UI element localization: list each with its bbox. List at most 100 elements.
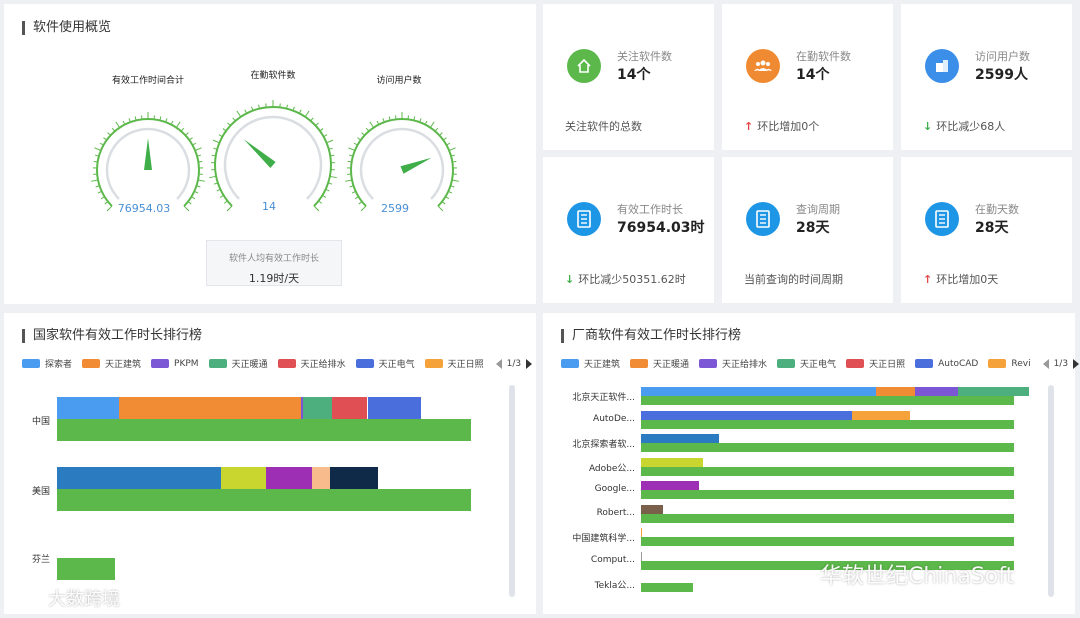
legend-swatch <box>424 359 443 368</box>
gauge-tick <box>197 179 205 182</box>
prev-page-icon[interactable] <box>495 358 502 369</box>
legend-label: 天正电气 <box>378 360 415 370</box>
overview-panel: 软件使用概览 有效工作时间合计 在勤软件数 访问用户数 76954.03 14 … <box>4 4 536 304</box>
prev-page-icon[interactable] <box>1042 358 1049 369</box>
vendor-total-bar[interactable] <box>641 419 1014 429</box>
gauge-tick <box>313 205 320 212</box>
vendor-total-bar[interactable] <box>641 490 1014 499</box>
legend-item[interactable]: 天正给排水 <box>699 357 767 370</box>
vendor-total-bar[interactable] <box>641 513 1014 523</box>
stat-card: 访问用户数 2599人 ↓ 环比减少68人 <box>901 4 1072 150</box>
gauge-tick <box>134 116 137 121</box>
vendor-label: Adobe公... <box>588 463 635 474</box>
gauge-tick <box>328 182 333 185</box>
country-bar-segment[interactable] <box>332 397 368 419</box>
vendor-bar-segment[interactable] <box>958 387 1029 396</box>
gauge-tick <box>196 185 201 188</box>
country-ranking-title: 国家软件有效工作时长排行榜 <box>22 329 202 343</box>
vendor-total-bar[interactable] <box>641 466 1014 476</box>
stat-card-label: 访问用户数 <box>975 50 1030 63</box>
legend-label: PKPM <box>174 358 199 369</box>
country-bar-segment[interactable] <box>367 397 422 419</box>
country-bar-segment[interactable] <box>301 397 304 419</box>
country-bar-segment[interactable] <box>266 467 312 489</box>
legend-swatch <box>988 359 1007 368</box>
document-icon <box>567 202 601 236</box>
country-total-bar[interactable] <box>57 558 115 580</box>
country-bar-segment[interactable] <box>57 397 120 419</box>
next-page-icon[interactable] <box>526 358 533 369</box>
gauge-tick <box>159 116 162 121</box>
gauge-tick <box>451 179 459 182</box>
country-scrollbar[interactable] <box>509 385 515 597</box>
vendor-scrollbar[interactable] <box>1048 385 1054 597</box>
gauge-tick <box>329 175 337 179</box>
legend-item[interactable]: 探索者 <box>22 357 72 370</box>
vendor-bar-segment[interactable] <box>641 387 876 396</box>
gauge-needle <box>243 139 276 169</box>
users-icon <box>746 49 780 83</box>
legend-item[interactable]: 天正给排水 <box>277 357 346 370</box>
legend-label: 天正电气 <box>800 360 837 370</box>
gauge-tick <box>107 132 111 136</box>
vendor-total-bar[interactable] <box>641 443 1014 452</box>
country-bar-segment[interactable] <box>330 467 378 489</box>
stat-card: 关注软件数 14个 关注软件的总数 <box>543 4 714 150</box>
vendor-total-bar[interactable] <box>641 560 1014 570</box>
vendor-bar-segment[interactable] <box>915 387 959 396</box>
legend-item[interactable]: 天正建筑 <box>82 357 141 370</box>
gauge-arc <box>350 118 454 207</box>
country-bar-segment[interactable] <box>311 467 331 489</box>
legend-swatch <box>846 359 865 368</box>
legend-item[interactable]: 天正暖通 <box>630 357 689 370</box>
vendor-bar-segment[interactable] <box>641 434 720 443</box>
next-page-icon[interactable] <box>1073 358 1080 369</box>
country-bar-segment[interactable] <box>303 397 333 419</box>
building-icon <box>925 49 959 83</box>
country-bar-segment[interactable] <box>57 467 221 489</box>
country-total-bar[interactable] <box>57 489 471 511</box>
gauge-tick <box>419 118 422 123</box>
legend-label: 天正给排水 <box>722 360 768 370</box>
vendor-bar-segment[interactable] <box>641 528 643 537</box>
gauge-tick <box>128 118 131 123</box>
vendor-bar-segment[interactable] <box>641 410 852 420</box>
legend-item[interactable]: 天正日照 <box>846 357 905 370</box>
legend-item[interactable]: 天正日照 <box>424 357 484 370</box>
country-total-bar[interactable] <box>57 419 471 441</box>
gauge-tick <box>452 160 457 163</box>
vendor-bar-segment[interactable] <box>641 551 643 561</box>
vendor-bar-segment[interactable] <box>641 481 699 490</box>
legend-swatch <box>151 359 170 368</box>
legend-item[interactable]: AutoCAD <box>915 359 978 369</box>
stat-card-value: 28天 <box>975 220 1009 236</box>
legend-item[interactable]: Revi <box>988 359 1031 369</box>
vendor-total-bar[interactable] <box>641 537 1014 546</box>
gauge-tick <box>357 137 362 141</box>
legend-item[interactable]: PKPM <box>151 359 199 369</box>
gauge-tick <box>165 118 168 123</box>
gauge-tick <box>354 196 359 200</box>
avg-hours-box: 软件人均有效工作时长 1.19时/天 <box>206 240 342 286</box>
gauge-tick <box>170 120 174 125</box>
gauge-tick <box>328 147 333 150</box>
vendor-bar-segment[interactable] <box>641 504 664 514</box>
country-bar-segment[interactable] <box>220 467 267 489</box>
gauge-tick <box>304 110 310 118</box>
gauge-tick <box>97 190 102 194</box>
legend-item[interactable]: 天正建筑 <box>561 357 620 370</box>
vendor-total-bar[interactable] <box>641 583 694 592</box>
legend-item[interactable]: 天正电气 <box>777 357 836 370</box>
gauge-tick <box>349 185 354 188</box>
vendor-bar-segment[interactable] <box>851 410 910 420</box>
gauge-tick <box>298 109 302 114</box>
vendor-total-bar[interactable] <box>641 396 1014 405</box>
vendor-bar-segment[interactable] <box>641 457 703 467</box>
vendor-bar-segment[interactable] <box>875 387 916 396</box>
gauge-tick <box>219 194 224 198</box>
legend-item[interactable]: 天正暖通 <box>208 357 268 370</box>
legend-item[interactable]: 天正电气 <box>355 357 415 370</box>
gauge-tick <box>224 200 228 204</box>
country-bar-segment[interactable] <box>119 397 302 419</box>
gauge-tick <box>115 121 121 128</box>
